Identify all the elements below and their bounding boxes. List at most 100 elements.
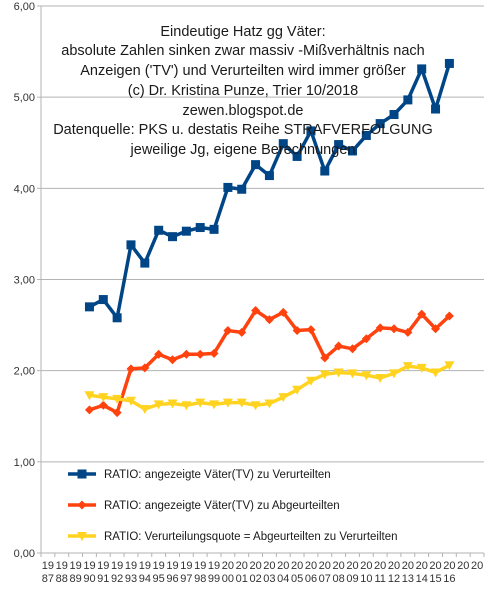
data-point bbox=[126, 364, 136, 374]
x-tick-label-year: 06 bbox=[305, 573, 317, 585]
x-tick-label-year: 89 bbox=[69, 573, 81, 585]
legend-marker bbox=[77, 500, 87, 510]
x-tick-label-year: 93 bbox=[125, 573, 137, 585]
title-line: zewen.blogspot.de bbox=[183, 103, 304, 119]
x-tick-label-year: 92 bbox=[111, 573, 123, 585]
data-point bbox=[237, 327, 247, 337]
x-tick-label-year: 99 bbox=[208, 573, 220, 585]
x-tick-label-century: 20 bbox=[360, 560, 372, 572]
title-line: absolute Zahlen sinken zwar massiv -Mißv… bbox=[61, 43, 424, 59]
legend-marker bbox=[77, 469, 87, 479]
y-tick-label: 3,00 bbox=[14, 275, 35, 287]
data-point bbox=[167, 399, 178, 409]
data-point bbox=[264, 399, 275, 409]
legend-marker bbox=[77, 532, 87, 541]
legend-entry: RATIO: angezeigte Väter(TV) zu Verurteil… bbox=[68, 469, 331, 481]
x-tick-label-year: 13 bbox=[402, 573, 414, 585]
x-tick-label-century: 20 bbox=[429, 560, 441, 572]
x-tick-label-year: 11 bbox=[374, 573, 385, 585]
x-tick-label-year: 05 bbox=[291, 573, 303, 585]
x-tick-label-year: 98 bbox=[194, 573, 206, 585]
y-tick-label: 6,00 bbox=[14, 1, 35, 13]
data-point bbox=[209, 348, 219, 358]
data-point bbox=[417, 64, 427, 74]
x-tick-label-century: 20 bbox=[374, 560, 386, 572]
y-axis-tick-labels: 0,00 1,00 2,00 3,00 4,00 5,00 6,00 bbox=[14, 1, 35, 560]
data-point bbox=[168, 355, 178, 365]
data-point bbox=[112, 408, 122, 418]
x-tick-label-year: 97 bbox=[180, 573, 192, 585]
x-tick-label-year: 15 bbox=[429, 573, 441, 585]
x-tick-label-year: 08 bbox=[333, 573, 345, 585]
x-tick-label-century: 19 bbox=[153, 560, 165, 572]
data-point bbox=[389, 324, 399, 334]
x-tick-label-century: 20 bbox=[222, 560, 234, 572]
data-point bbox=[139, 404, 150, 414]
x-tick-label-century: 19 bbox=[69, 560, 81, 572]
x-tick-label-century: 19 bbox=[125, 560, 137, 572]
legend-label: RATIO: angezeigte Väter(TV) zu Verurteil… bbox=[104, 469, 331, 481]
x-tick-label-year: 12 bbox=[388, 573, 400, 585]
x-tick-label-year: 96 bbox=[166, 573, 178, 585]
x-tick-label-century: 20 bbox=[416, 560, 428, 572]
x-tick-label-century: 20 bbox=[291, 560, 303, 572]
x-tick-label-century: 19 bbox=[208, 560, 220, 572]
x-tick-label-century: 20 bbox=[471, 560, 483, 572]
data-point bbox=[444, 311, 454, 321]
y-tick-label: 2,00 bbox=[14, 366, 35, 378]
data-point bbox=[140, 258, 150, 268]
y-tick-label: 1,00 bbox=[14, 457, 35, 469]
axes bbox=[37, 5, 485, 557]
data-point bbox=[431, 104, 441, 114]
data-point bbox=[195, 398, 206, 408]
series-1 bbox=[84, 58, 454, 323]
data-point bbox=[112, 394, 123, 404]
data-point bbox=[84, 302, 94, 312]
data-point bbox=[251, 305, 261, 315]
title-line: (c) Dr. Kristina Punze, Trier 10/2018 bbox=[128, 83, 359, 99]
x-tick-label-year: 88 bbox=[56, 573, 68, 585]
x-axis-tick-labels: 19 19 19 19 19 19 19 19 19 19 19 19 19 20 20 20 20 20 20 20… bbox=[42, 560, 483, 585]
x-tick-label-year: 02 bbox=[249, 573, 261, 585]
x-tick-label-year: 07 bbox=[319, 573, 331, 585]
x-tick-label-century: 20 bbox=[319, 560, 331, 572]
x-tick-label-year: 87 bbox=[42, 573, 54, 585]
data-point bbox=[431, 324, 441, 334]
data-point bbox=[305, 376, 316, 386]
data-point bbox=[361, 334, 371, 344]
x-tick-label-century: 20 bbox=[388, 560, 400, 572]
data-point bbox=[375, 323, 385, 333]
x-tick-label-century: 20 bbox=[277, 560, 289, 572]
data-point bbox=[154, 225, 164, 235]
x-tick-label-year: 03 bbox=[263, 573, 275, 585]
data-point bbox=[402, 362, 413, 372]
data-point bbox=[278, 393, 289, 403]
data-point bbox=[278, 139, 288, 149]
data-point bbox=[195, 349, 205, 359]
x-tick-label-year: 10 bbox=[360, 573, 372, 585]
data-point bbox=[181, 401, 192, 411]
x-tick-label-century: 20 bbox=[263, 560, 275, 572]
data-point bbox=[306, 126, 316, 136]
data-point bbox=[278, 307, 288, 317]
series-3 bbox=[84, 361, 455, 414]
data-point bbox=[98, 295, 108, 305]
data-point bbox=[84, 391, 95, 401]
legend-label: RATIO: angezeigte Väter(TV) zu Abgeurtei… bbox=[104, 500, 340, 512]
legend-entry: RATIO: Verurteilungsquote = Abgeurteilte… bbox=[68, 531, 398, 543]
data-point bbox=[403, 327, 413, 337]
x-tick-label-century: 19 bbox=[194, 560, 206, 572]
x-tick-label-century: 19 bbox=[97, 560, 109, 572]
data-point bbox=[347, 344, 357, 354]
data-point bbox=[375, 373, 386, 383]
x-tick-label-century: 20 bbox=[457, 560, 469, 572]
data-point bbox=[251, 160, 261, 170]
data-point bbox=[250, 401, 261, 411]
x-tick-label-century: 20 bbox=[236, 560, 248, 572]
x-tick-label-year: 00 bbox=[222, 573, 234, 585]
x-tick-label-century: 20 bbox=[333, 560, 345, 572]
data-point bbox=[98, 393, 109, 403]
data-point bbox=[334, 341, 344, 351]
data-point bbox=[403, 95, 413, 105]
